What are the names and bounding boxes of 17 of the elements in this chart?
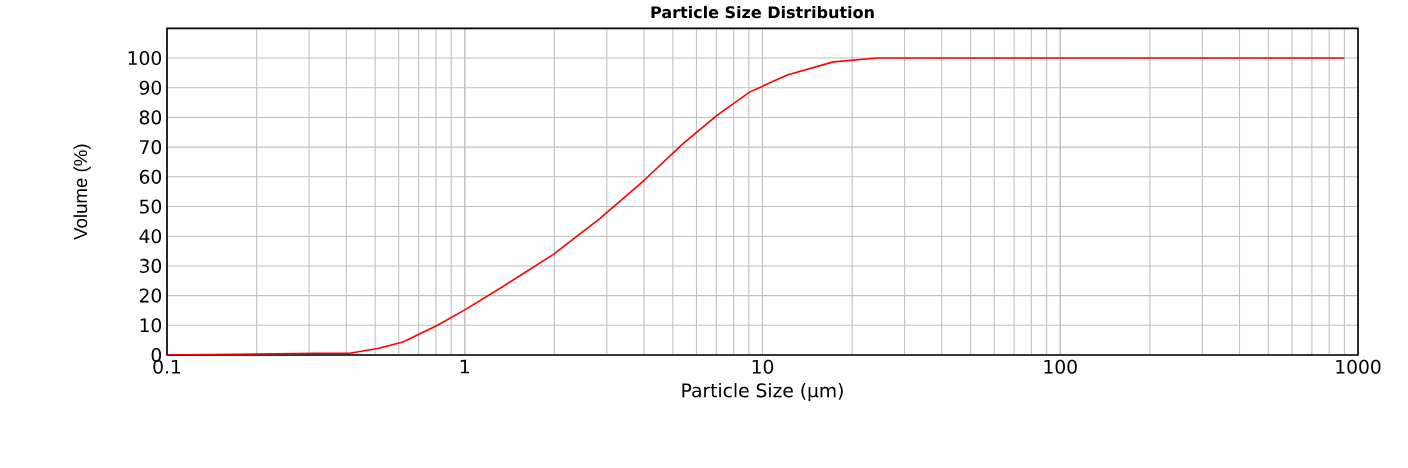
y-axis-title: Volume (%) [73, 144, 91, 240]
y-tick-label: 20 [139, 288, 162, 303]
y-tick-label: 100 [128, 50, 162, 66]
y-tick-label: 40 [139, 229, 162, 244]
y-tick-label: 70 [140, 140, 162, 155]
y-tick-label: 10 [140, 318, 162, 333]
y-tick-label: 80 [139, 110, 162, 125]
x-tick-label: 1 [460, 359, 469, 374]
y-tick-label: 60 [139, 169, 162, 184]
x-axis-title: Particle Size (µm) [682, 382, 843, 402]
y-tick-label: 50 [139, 199, 162, 214]
y-tick-label: 30 [139, 258, 162, 273]
chart-title: Particle Size Distribution [651, 5, 874, 19]
y-tick-label: 90 [139, 80, 162, 95]
x-tick-label: 100 [1044, 359, 1077, 374]
x-tick-label: 1000 [1336, 359, 1381, 374]
x-tick-label: 10 [752, 359, 774, 374]
